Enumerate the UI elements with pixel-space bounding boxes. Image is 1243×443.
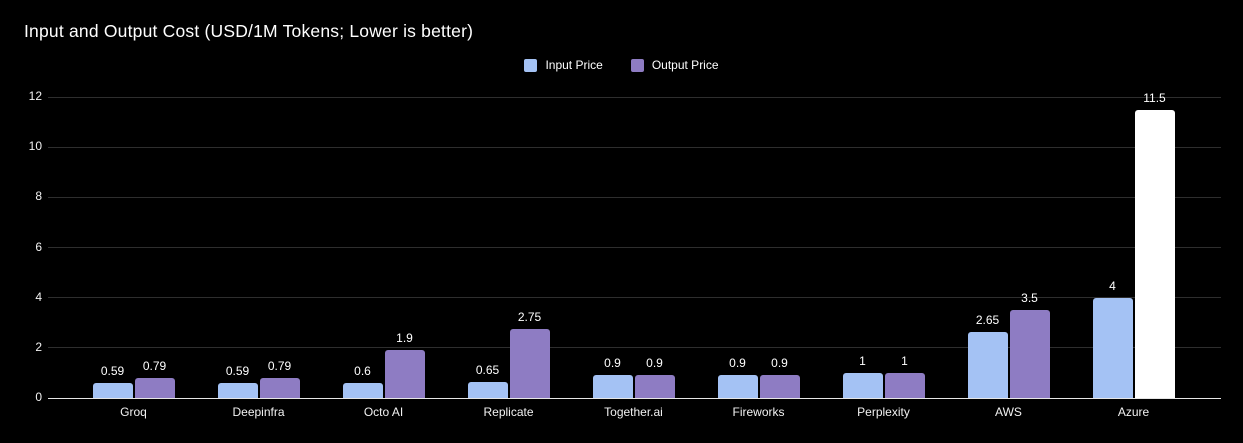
bar-value-label: 1.9 — [396, 331, 413, 346]
category-label-azure: Azure — [1117, 405, 1150, 419]
bar-chart-plot: 0 2 4 6 8 10 12 Groq 0.59 0.79 Deepinfra 0.59 0.79 Oc… — [29, 89, 1221, 419]
gridline — [48, 297, 1221, 299]
legend-item-output-price: Output Price — [630, 58, 719, 72]
bar-input-price-together-ai — [592, 375, 633, 398]
chart-title: Input and Output Cost (USD/1M Tokens; Lo… — [24, 21, 474, 41]
y-axis-tick-label: 0 — [35, 390, 42, 404]
bar-value-label: 0.59 — [100, 364, 125, 379]
category-label-perplexity: Perplexity — [857, 405, 910, 419]
y-axis-tick-label: 10 — [28, 139, 42, 154]
gridline — [48, 96, 1221, 98]
category-label-together-ai: Together.ai — [604, 405, 663, 419]
bar-input-price-deepinfra — [217, 383, 258, 398]
gridline — [48, 196, 1221, 198]
category-label-replicate: Replicate — [483, 405, 534, 419]
bar-value-label: 0.9 — [771, 356, 788, 371]
category-label-deepinfra: Deepinfra — [232, 405, 285, 419]
bar-output-price-octo-ai — [384, 350, 425, 398]
bar-output-price-fireworks — [759, 375, 800, 398]
bar-input-price-replicate — [467, 381, 508, 398]
y-axis-tick-label: 8 — [35, 189, 42, 204]
bar-value-label: 1 — [901, 353, 908, 368]
legend-swatch-input-price-icon — [524, 58, 538, 72]
bar-input-price-fireworks — [717, 375, 758, 398]
category-label-octo-ai: Octo AI — [363, 405, 404, 419]
bar-input-price-perplexity — [842, 372, 883, 398]
y-axis-tick-label: 4 — [35, 289, 42, 304]
bar-value-label: 0.65 — [475, 362, 500, 377]
bar-value-label: 0.6 — [354, 363, 371, 378]
legend-swatch-output-price-icon — [630, 58, 644, 72]
bar-value-label: 0.79 — [267, 359, 292, 374]
bar-value-label: 0.9 — [646, 356, 663, 371]
bar-output-price-replicate — [509, 329, 550, 398]
y-axis-tick-label: 2 — [35, 339, 42, 354]
gridline — [48, 247, 1221, 248]
legend-label-input-price: Input Price — [545, 58, 603, 72]
legend-label-output-price: Output Price — [651, 58, 719, 72]
bar-value-label: 0.9 — [729, 356, 746, 371]
bar-value-label: 1 — [859, 353, 866, 368]
category-label-fireworks: Fireworks — [732, 405, 785, 419]
bar-output-price-perplexity — [884, 372, 925, 398]
category-label-aws: AWS — [995, 405, 1022, 419]
bar-value-label: 3.5 — [1021, 291, 1038, 306]
bar-value-label: 0.59 — [225, 364, 250, 379]
bar-value-label: 11.5 — [1143, 90, 1166, 105]
bar-input-price-azure — [1092, 297, 1133, 398]
bar-value-label: 2.75 — [517, 310, 542, 325]
bar-input-price-octo-ai — [342, 382, 383, 398]
bar-output-price-aws — [1009, 310, 1050, 398]
bar-output-price-azure — [1134, 109, 1175, 398]
bar-value-label: 2.65 — [975, 312, 1000, 327]
bar-value-label: 0.9 — [604, 356, 621, 371]
x-axis-baseline — [48, 397, 1221, 399]
bar-value-label: 4 — [1109, 278, 1116, 293]
bar-output-price-together-ai — [634, 375, 675, 398]
bar-input-price-groq — [92, 383, 133, 398]
bar-output-price-groq — [134, 378, 175, 398]
category-label-groq: Groq — [120, 405, 147, 419]
bar-output-price-deepinfra — [259, 378, 300, 398]
gridline — [48, 146, 1221, 148]
gridline — [48, 347, 1221, 349]
y-axis-tick-label: 6 — [35, 239, 42, 254]
chart-legend: Input Price Output Price — [0, 58, 1243, 72]
bar-input-price-aws — [967, 331, 1008, 398]
legend-item-input-price: Input Price — [524, 58, 603, 72]
y-axis-tick-label: 12 — [28, 89, 42, 103]
bar-value-label: 0.79 — [142, 359, 167, 374]
